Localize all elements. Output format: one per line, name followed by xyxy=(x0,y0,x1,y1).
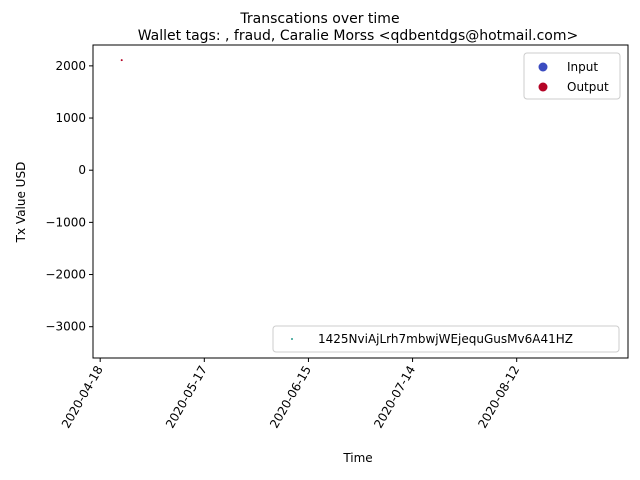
legend-address: 1425NviAjLrh7mbwjWEjequGusMv6A41HZ xyxy=(272,325,620,353)
y-tick-label: −1000 xyxy=(45,215,86,229)
y-axis: 2000 1000 0 −1000 −2000 −3000 xyxy=(45,59,93,334)
y-tick-label: 1000 xyxy=(55,111,86,125)
legend-label: Input xyxy=(567,60,598,74)
data-point xyxy=(120,59,123,62)
x-tick-label: 2020-06-15 xyxy=(267,363,314,430)
y-tick-label: −2000 xyxy=(45,268,86,282)
x-axis: 2020-04-18 2020-05-17 2020-06-15 2020-07-14… xyxy=(59,358,522,431)
y-tick-label: −3000 xyxy=(45,320,86,334)
legend-input-output: Input Output xyxy=(523,52,621,100)
y-tick-label: 0 xyxy=(78,163,86,177)
x-axis-label: Time xyxy=(342,451,372,465)
x-tick-label: 2020-04-18 xyxy=(59,363,106,430)
legend-marker xyxy=(291,338,293,340)
x-tick-label: 2020-07-14 xyxy=(371,363,418,430)
y-tick-label: 2000 xyxy=(55,59,86,73)
legend-marker xyxy=(538,62,548,72)
plot-frame xyxy=(92,44,629,359)
legend-box xyxy=(523,52,621,100)
chart-title: Wallet tags: , fraud, Caralie Morss <qdb… xyxy=(138,28,579,44)
legend-marker xyxy=(538,82,548,92)
chart-suptitle: Transcations over time xyxy=(239,11,399,27)
legend-label: 1425NviAjLrh7mbwjWEjequGusMv6A41HZ xyxy=(318,332,573,346)
legend-box xyxy=(272,325,620,353)
legend-label: Output xyxy=(567,80,609,94)
x-tick-label: 2020-05-17 xyxy=(163,363,210,430)
x-tick-label: 2020-08-12 xyxy=(475,363,522,430)
y-axis-label: Tx Value USD xyxy=(14,162,28,244)
data-points xyxy=(120,59,123,62)
